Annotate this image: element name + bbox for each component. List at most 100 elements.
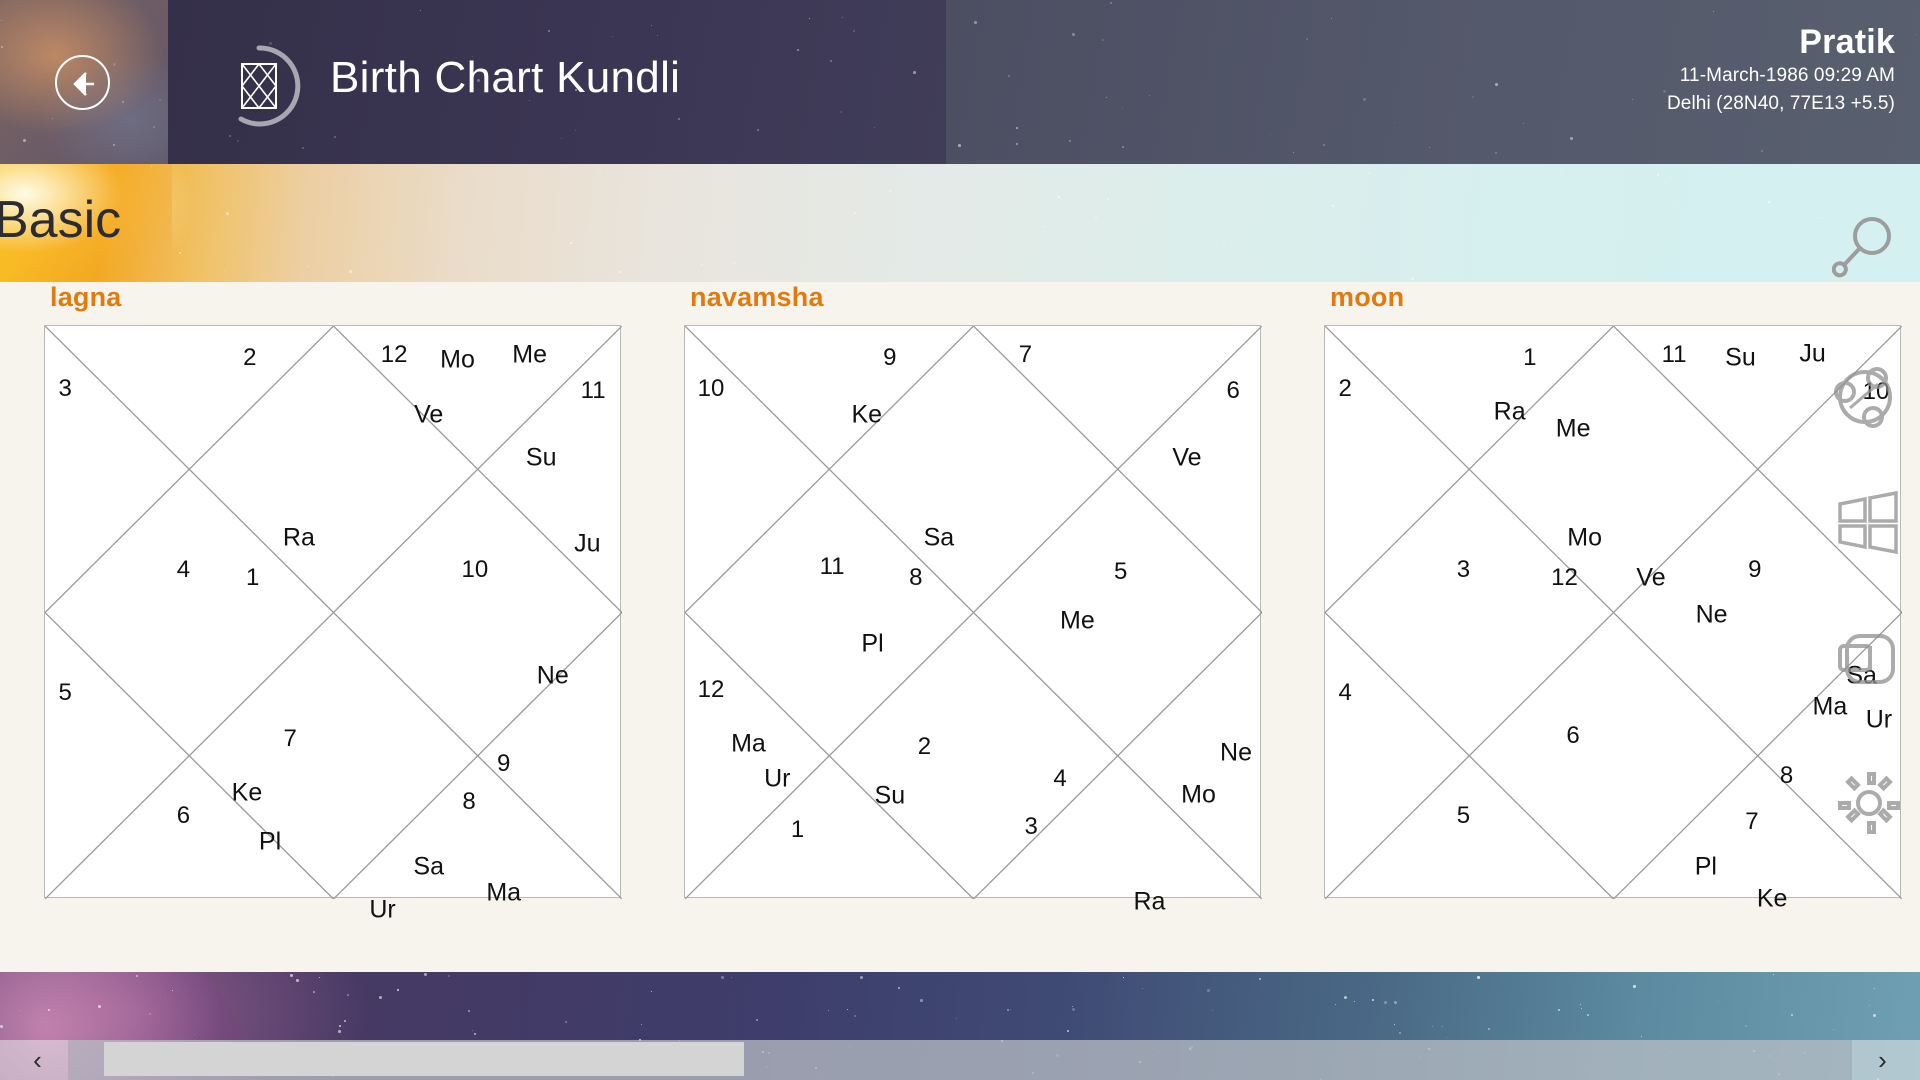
kundli-diamond-grid[interactable]: 1 2 3 4 5 6 7 8 9 10 11 12 Su Ju Ra Me Mo Ve Ne Sa Ma Ur Pl Ke — [1324, 325, 1902, 911]
windows-start-icon — [1838, 490, 1898, 555]
scroll-left-button[interactable]: ‹ — [33, 1044, 42, 1075]
house-number: 2 — [243, 343, 257, 371]
house-number: 5 — [1456, 801, 1471, 829]
house-number: 1 — [246, 564, 260, 592]
planet-label: Ra — [1133, 887, 1166, 916]
section-title: Basic — [0, 191, 122, 249]
section-band: Basic — [0, 164, 1920, 282]
planet-label: Mo — [440, 345, 475, 374]
house-number: 7 — [283, 724, 297, 752]
kundli-chart-moon: moon 1 2 3 4 5 6 7 8 9 10 11 12 Su Ju Ra Me Mo Ve Ne Sa Ma Ur P… — [1324, 282, 1902, 911]
share-icon — [1834, 367, 1892, 428]
settings-gear-icon — [1838, 772, 1900, 834]
planet-label: Me — [1555, 414, 1591, 443]
planet-label: Ve — [414, 400, 444, 429]
planet-label: Me — [1059, 606, 1095, 635]
planet-label: Ke — [231, 778, 263, 807]
chart-label: lagna — [50, 282, 122, 312]
house-number: 3 — [1456, 555, 1471, 583]
planet-label: Pl — [861, 629, 884, 658]
header-stars — [0, 0, 1920, 164]
settings-charm-button[interactable] — [1836, 770, 1902, 841]
house-number: 9 — [883, 343, 897, 371]
house-number: 9 — [497, 750, 511, 778]
house-number: 4 — [1338, 678, 1352, 706]
chart-label: moon — [1330, 282, 1405, 312]
house-number: 3 — [1024, 813, 1038, 841]
section-band-glow — [0, 164, 172, 282]
planet-label: Su — [1725, 343, 1756, 371]
kundli-grid-lines — [45, 326, 622, 899]
house-number: 11 — [580, 376, 606, 404]
planet-label: Me — [512, 340, 548, 369]
planet-label: Ve — [1636, 563, 1666, 592]
house-number: 12 — [1551, 564, 1578, 592]
house-number: 1 — [1523, 343, 1537, 371]
back-button[interactable] — [55, 55, 110, 110]
scrollbar-thumb[interactable] — [104, 1042, 744, 1076]
house-number: 2 — [917, 733, 932, 761]
kundli-grid-lines — [1325, 326, 1902, 899]
chart-label: navamsha — [690, 282, 824, 312]
person-dob: 11-March-1986 09:29 AM — [1679, 65, 1895, 86]
planet-label: Ma — [486, 878, 522, 907]
kundli-grid-lines — [685, 326, 1262, 899]
page-title: Birth Chart Kundli — [330, 53, 681, 102]
house-number: 1 — [790, 816, 805, 844]
horizontal-scrollbar[interactable]: ‹ › — [0, 1040, 1920, 1080]
planet-label: Ra — [282, 523, 315, 552]
planet-label: Ju — [1799, 339, 1826, 367]
kundli-diamond-grid[interactable]: 1 2 3 4 5 6 7 8 9 10 11 12 Mo Me Ve Su Ju Ra Ne Ke Pl Sa Ma Ur — [44, 325, 622, 922]
planet-label: Mo — [1181, 780, 1216, 809]
kundli-diamond-grid[interactable]: 1 2 3 4 5 6 7 8 9 10 11 12 Ke Sa Ve Me Pl Ma Ur Su Ne Mo Ra — [684, 325, 1262, 914]
planet-label: Ve — [1172, 443, 1202, 472]
planet-label: Ke — [1756, 884, 1788, 913]
house-number: 9 — [1748, 555, 1762, 583]
person-name: Pratik — [1799, 23, 1895, 61]
person-info: Pratik 11-March-1986 09:29 AM Delhi (28N… — [1667, 22, 1895, 118]
house-number: 12 — [697, 675, 725, 703]
house-number: 6 — [1566, 721, 1580, 749]
app-logo[interactable] — [215, 42, 303, 130]
house-number: 4 — [1053, 764, 1067, 792]
scrollbar-track[interactable] — [68, 1040, 1852, 1080]
planet-label: Ur — [764, 764, 791, 793]
house-number: 5 — [1113, 558, 1128, 586]
search-icon — [1831, 217, 1891, 278]
house-number: 6 — [1226, 376, 1240, 404]
house-number: 7 — [1745, 807, 1759, 835]
planet-label: Sa — [923, 523, 955, 552]
planet-label: Ur — [1865, 705, 1893, 734]
kundli-chart-icon — [238, 45, 301, 127]
kundli-chart-navamsha: navamsha 1 2 3 4 5 6 7 8 9 10 11 12 Ke Sa Ve Me Pl Ma Ur Su N… — [684, 282, 1262, 914]
planet-label: Ne — [1220, 738, 1253, 767]
back-arrow-icon — [73, 72, 94, 96]
house-number: 2 — [1338, 375, 1352, 403]
planet-label: Pl — [1694, 852, 1717, 881]
scroll-right-button[interactable]: › — [1878, 1044, 1887, 1075]
house-number: 11 — [819, 552, 845, 580]
planet-label: Pl — [258, 827, 282, 856]
charts-area: lagna 1 2 3 4 5 6 7 8 9 10 11 12 Mo Me Ve Su Ju Ra Ne Ke Pl Sa… — [0, 282, 1920, 972]
planet-label: Ra — [1493, 397, 1526, 426]
search-button[interactable] — [1831, 212, 1898, 278]
house-number: 8 — [462, 787, 476, 815]
planet-label: Ma — [731, 729, 766, 758]
devices-charm-button[interactable] — [1834, 628, 1902, 695]
planet-label: Su — [525, 443, 557, 472]
house-number: 7 — [1018, 340, 1033, 368]
planet-label: Ma — [1812, 692, 1848, 721]
person-location: Delhi (28N40, 77E13 +5.5) — [1666, 93, 1895, 114]
house-number: 11 — [1661, 340, 1687, 368]
share-charm-button[interactable] — [1828, 360, 1902, 439]
house-number: 8 — [1779, 761, 1794, 789]
house-number: 12 — [380, 340, 408, 368]
windows-start-button[interactable] — [1834, 490, 1902, 559]
header-right-band — [946, 0, 1920, 164]
devices-icon — [1838, 634, 1895, 684]
house-number: 3 — [58, 375, 72, 403]
planet-label: Ur — [369, 895, 396, 924]
app-header: Birth Chart Kundli Pratik 11-March-1986 … — [0, 0, 1920, 164]
kundli-chart-lagna: lagna 1 2 3 4 5 6 7 8 9 10 11 12 Mo Me Ve Su Ju Ra Ne Ke Pl Sa… — [44, 282, 622, 922]
